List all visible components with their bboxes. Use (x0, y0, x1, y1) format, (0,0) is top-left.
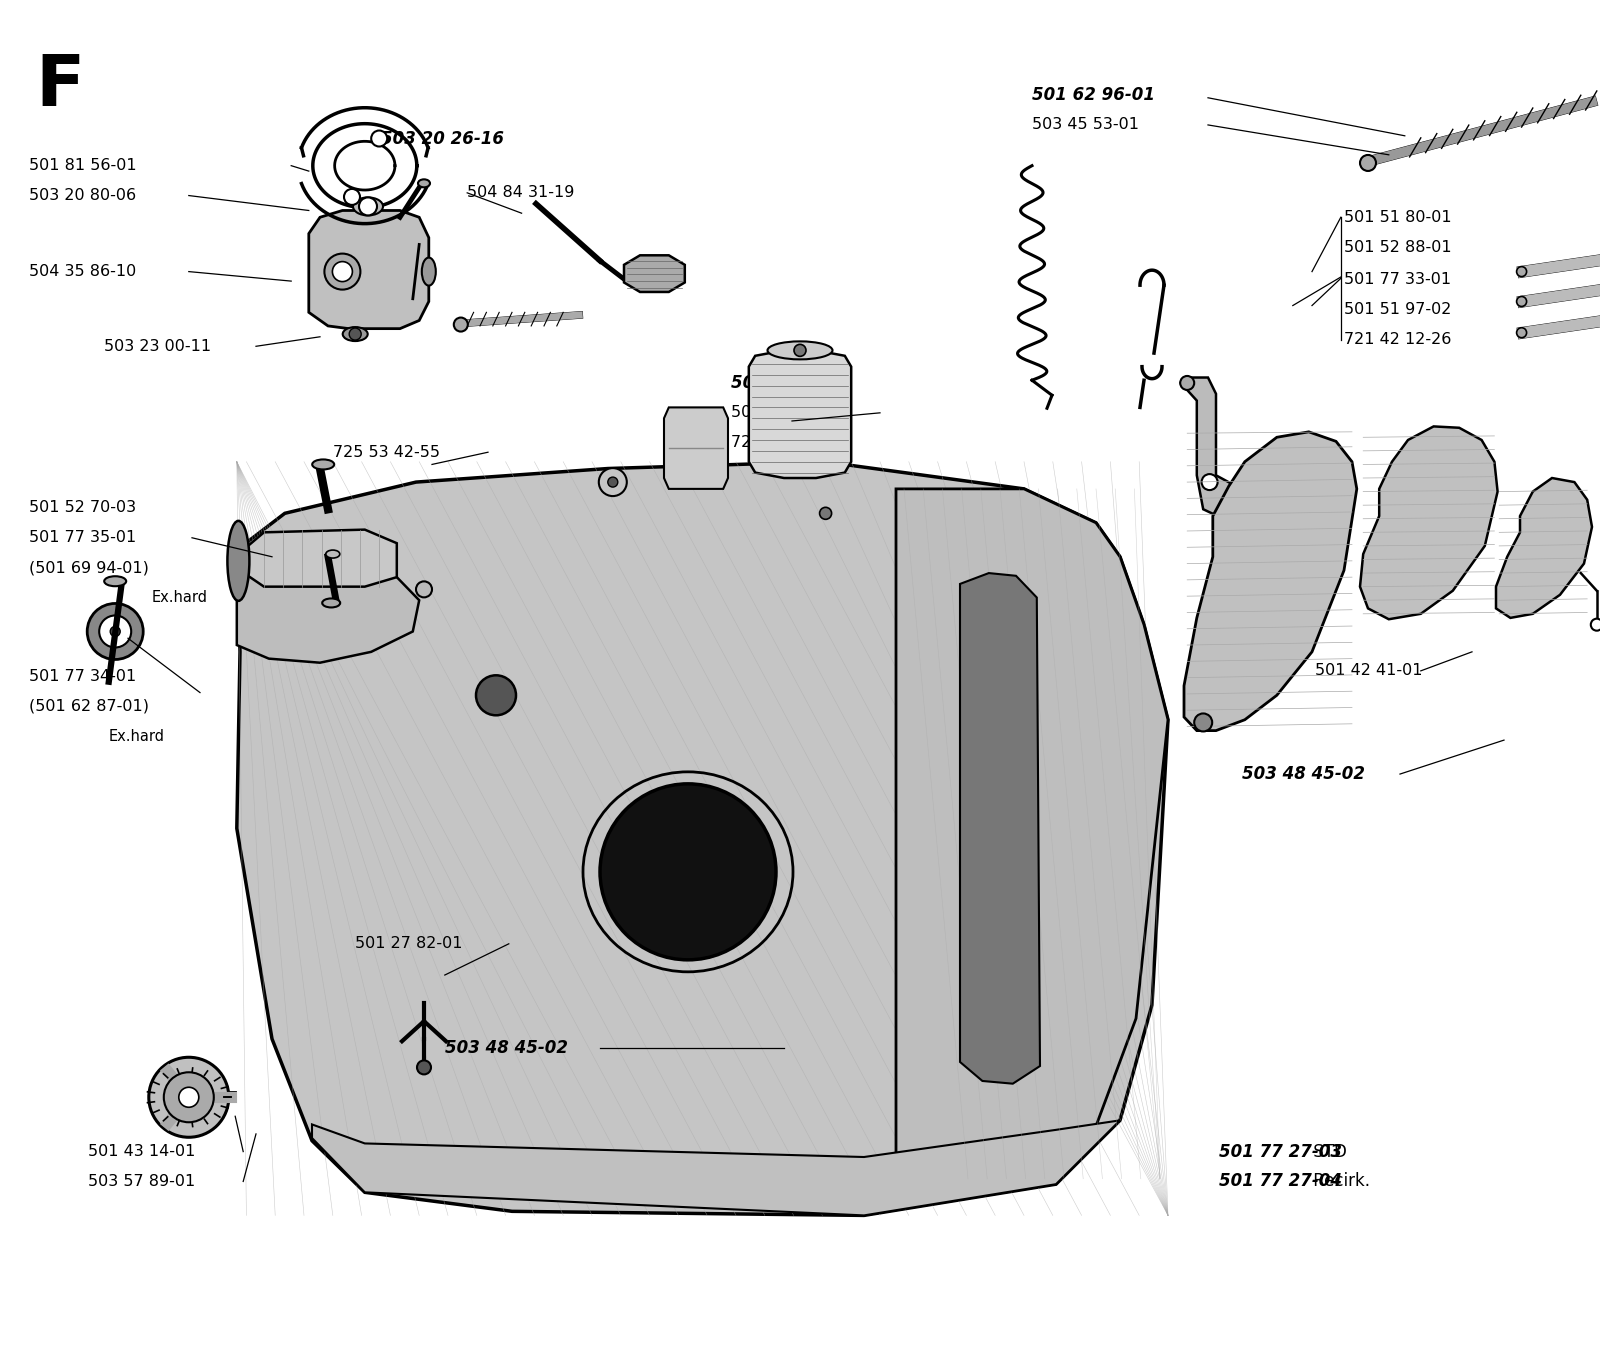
Text: 501 81 56-01: 501 81 56-01 (29, 158, 136, 174)
Circle shape (1360, 155, 1376, 171)
Circle shape (358, 197, 378, 216)
Polygon shape (237, 546, 419, 663)
Text: 501 52 70-03: 501 52 70-03 (29, 500, 136, 516)
Circle shape (1517, 327, 1526, 338)
Ellipse shape (322, 599, 341, 607)
Text: 501 62 96-01: 501 62 96-01 (1032, 86, 1155, 105)
Text: 503 48 45-02: 503 48 45-02 (1242, 765, 1365, 784)
Text: 501 77 35-01: 501 77 35-01 (29, 530, 136, 546)
Ellipse shape (104, 576, 126, 587)
Circle shape (1194, 713, 1213, 732)
Polygon shape (1496, 478, 1592, 618)
Text: 501 77 34-01: 501 77 34-01 (29, 668, 136, 684)
Circle shape (794, 345, 806, 356)
Text: 504 35 86-10: 504 35 86-10 (29, 263, 136, 280)
Circle shape (86, 603, 144, 660)
Polygon shape (1181, 378, 1309, 551)
Circle shape (1517, 266, 1526, 277)
Ellipse shape (422, 258, 435, 285)
Text: 501 27 82-01: 501 27 82-01 (355, 936, 462, 952)
Circle shape (477, 675, 515, 716)
Text: 501 77 27-03: 501 77 27-03 (1219, 1142, 1342, 1161)
Text: 501 52 88-01: 501 52 88-01 (1344, 239, 1451, 255)
Circle shape (598, 469, 627, 496)
Text: 503 20 26-16: 503 20 26-16 (381, 129, 504, 148)
Circle shape (418, 1061, 430, 1074)
Circle shape (454, 318, 467, 331)
Polygon shape (309, 210, 429, 329)
Circle shape (1590, 619, 1600, 630)
Polygon shape (624, 255, 685, 292)
Circle shape (179, 1088, 198, 1107)
Circle shape (333, 262, 352, 281)
Polygon shape (240, 530, 397, 587)
Text: Recirk.: Recirk. (1309, 1172, 1371, 1191)
Polygon shape (960, 573, 1040, 1084)
Circle shape (344, 189, 360, 205)
Text: Ex.hard: Ex.hard (109, 728, 165, 744)
Text: 725 53 42-55: 725 53 42-55 (333, 444, 440, 460)
Circle shape (149, 1058, 229, 1137)
Circle shape (1181, 376, 1194, 390)
Text: 501 42 41-01: 501 42 41-01 (1315, 663, 1422, 679)
Circle shape (110, 626, 120, 637)
Text: (501 62 87-01): (501 62 87-01) (29, 698, 149, 714)
Polygon shape (1360, 426, 1498, 619)
Circle shape (416, 581, 432, 598)
Text: 721 42 12-26: 721 42 12-26 (1344, 331, 1451, 348)
Text: (501 69 94-01): (501 69 94-01) (29, 559, 149, 576)
Circle shape (608, 477, 618, 488)
Ellipse shape (312, 459, 334, 470)
Polygon shape (312, 1120, 1120, 1215)
Text: 501 51 80-01: 501 51 80-01 (1344, 209, 1451, 225)
Circle shape (600, 784, 776, 960)
Text: 503 57 76-01: 503 57 76-01 (731, 373, 854, 392)
Circle shape (1202, 474, 1218, 490)
Text: 501 51 97-02: 501 51 97-02 (1344, 301, 1451, 318)
Ellipse shape (342, 327, 368, 341)
Ellipse shape (227, 521, 250, 600)
Ellipse shape (418, 179, 430, 187)
Ellipse shape (326, 550, 339, 558)
Circle shape (349, 329, 362, 340)
Text: 503 57 89-01: 503 57 89-01 (88, 1173, 195, 1190)
Circle shape (163, 1073, 214, 1122)
Text: STD: STD (1309, 1142, 1347, 1161)
Circle shape (1517, 296, 1526, 307)
Polygon shape (896, 489, 1168, 1181)
Text: 503 45 53-01: 503 45 53-01 (1032, 117, 1139, 133)
Polygon shape (749, 350, 851, 478)
Text: Ex.hard: Ex.hard (152, 589, 208, 606)
Circle shape (819, 508, 832, 519)
Polygon shape (1184, 432, 1357, 731)
Text: 501 77 33-01: 501 77 33-01 (1344, 272, 1451, 288)
Text: 503 23 00-11: 503 23 00-11 (104, 338, 211, 354)
Circle shape (325, 254, 360, 289)
Polygon shape (237, 462, 1168, 1215)
Text: 503 44 32-01: 503 44 32-01 (731, 405, 838, 421)
Ellipse shape (768, 341, 832, 360)
Polygon shape (664, 407, 728, 489)
Text: 503 48 45-02: 503 48 45-02 (445, 1039, 568, 1058)
Circle shape (371, 130, 387, 147)
Text: 501 77 27-04: 501 77 27-04 (1219, 1172, 1342, 1191)
Text: F: F (35, 52, 85, 121)
Text: 503 20 80-06: 503 20 80-06 (29, 187, 136, 204)
Text: 504 84 31-19: 504 84 31-19 (467, 185, 574, 201)
Circle shape (99, 615, 131, 648)
Text: 721 42 09-25: 721 42 09-25 (731, 435, 838, 451)
Text: 501 43 14-01: 501 43 14-01 (88, 1143, 195, 1160)
Ellipse shape (354, 197, 382, 216)
